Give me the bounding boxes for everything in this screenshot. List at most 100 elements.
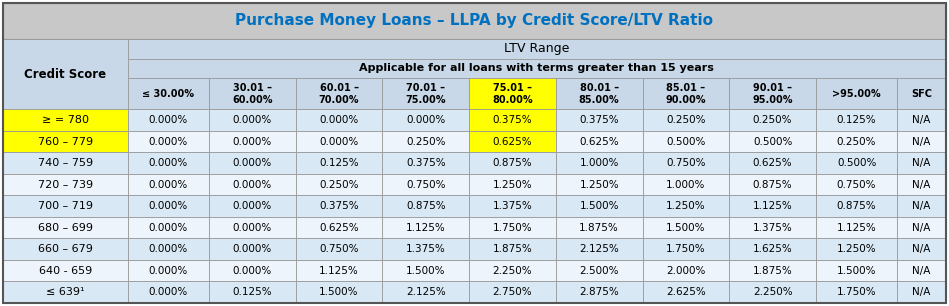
Text: 0.125%: 0.125%	[319, 158, 359, 168]
Bar	[382, 110, 469, 131]
Bar	[3, 3, 946, 39]
Bar	[3, 196, 128, 217]
Text: 1.125%: 1.125%	[753, 201, 792, 211]
Text: 0.375%: 0.375%	[579, 115, 619, 125]
Text: 660 – 679: 660 – 679	[38, 244, 93, 254]
Text: 1.500%: 1.500%	[666, 223, 706, 233]
Text: 1.500%: 1.500%	[406, 266, 445, 276]
Bar	[469, 131, 556, 152]
Bar	[128, 260, 209, 282]
Bar	[897, 282, 946, 303]
Bar	[128, 174, 209, 196]
Text: 0.750%: 0.750%	[837, 180, 876, 190]
Text: 1.125%: 1.125%	[406, 223, 446, 233]
Text: ≤ 30.00%: ≤ 30.00%	[142, 89, 195, 99]
Text: 0.000%: 0.000%	[406, 115, 445, 125]
Text: 1.875%: 1.875%	[753, 266, 792, 276]
Text: 0.000%: 0.000%	[233, 158, 272, 168]
Text: 760 – 779: 760 – 779	[38, 137, 93, 147]
Text: 640 - 659: 640 - 659	[39, 266, 92, 276]
Text: 2.250%: 2.250%	[753, 287, 792, 297]
Text: 0.000%: 0.000%	[149, 244, 188, 254]
Bar	[128, 238, 209, 260]
Text: 0.000%: 0.000%	[233, 180, 272, 190]
Text: Purchase Money Loans – LLPA by Credit Score/LTV Ratio: Purchase Money Loans – LLPA by Credit Sc…	[235, 13, 714, 28]
Text: LTV Range: LTV Range	[504, 42, 569, 55]
Text: 0.250%: 0.250%	[406, 137, 445, 147]
Bar	[128, 217, 209, 238]
Bar	[469, 174, 556, 196]
Bar	[296, 78, 382, 110]
Text: 720 – 739: 720 – 739	[38, 180, 93, 190]
Text: N/A: N/A	[912, 201, 931, 211]
Bar	[469, 78, 556, 110]
Text: ≤ 639¹: ≤ 639¹	[47, 287, 84, 297]
Bar	[642, 217, 729, 238]
Bar	[209, 260, 296, 282]
Text: 1.750%: 1.750%	[493, 223, 532, 233]
Bar	[642, 174, 729, 196]
Bar	[469, 152, 556, 174]
Bar	[729, 238, 816, 260]
Bar	[642, 238, 729, 260]
Bar	[897, 152, 946, 174]
Bar	[469, 110, 556, 131]
Text: 0.625%: 0.625%	[319, 223, 359, 233]
Bar	[642, 78, 729, 110]
Text: N/A: N/A	[912, 266, 931, 276]
Text: Credit Score: Credit Score	[25, 68, 106, 81]
Text: 0.000%: 0.000%	[149, 158, 188, 168]
Bar	[556, 131, 642, 152]
Text: 0.000%: 0.000%	[149, 180, 188, 190]
Bar	[382, 196, 469, 217]
Bar	[382, 152, 469, 174]
Text: 2.250%: 2.250%	[493, 266, 532, 276]
Text: 680 – 699: 680 – 699	[38, 223, 93, 233]
Bar	[556, 217, 642, 238]
Text: 70.01 –
75.00%: 70.01 – 75.00%	[405, 83, 446, 105]
Text: 0.875%: 0.875%	[753, 180, 792, 190]
Text: ≥ = 780: ≥ = 780	[42, 115, 89, 125]
Bar	[3, 217, 128, 238]
Bar	[382, 78, 469, 110]
Bar	[556, 110, 642, 131]
Text: 0.125%: 0.125%	[837, 115, 876, 125]
Bar	[128, 282, 209, 303]
Bar	[816, 152, 897, 174]
Text: N/A: N/A	[912, 244, 931, 254]
Bar	[816, 78, 897, 110]
Text: 1.500%: 1.500%	[319, 287, 359, 297]
Bar	[729, 196, 816, 217]
Bar	[897, 131, 946, 152]
Bar	[296, 110, 382, 131]
Bar	[816, 260, 897, 282]
Bar	[469, 217, 556, 238]
Bar	[469, 282, 556, 303]
Text: N/A: N/A	[912, 115, 931, 125]
Text: 0.750%: 0.750%	[319, 244, 359, 254]
Bar	[556, 238, 642, 260]
Bar	[729, 260, 816, 282]
Bar	[729, 131, 816, 152]
Bar	[642, 260, 729, 282]
Bar	[729, 174, 816, 196]
Bar	[816, 282, 897, 303]
Text: >95.00%: >95.00%	[832, 89, 881, 99]
Text: 2.125%: 2.125%	[406, 287, 446, 297]
Text: N/A: N/A	[912, 158, 931, 168]
Text: 700 – 719: 700 – 719	[38, 201, 93, 211]
Bar	[469, 196, 556, 217]
Text: 0.250%: 0.250%	[319, 180, 359, 190]
Text: 1.375%: 1.375%	[493, 201, 532, 211]
Bar	[3, 39, 128, 110]
Bar	[556, 78, 642, 110]
Bar	[816, 131, 897, 152]
Text: 0.000%: 0.000%	[149, 115, 188, 125]
Bar	[816, 238, 897, 260]
Text: 1.375%: 1.375%	[406, 244, 446, 254]
Bar	[209, 152, 296, 174]
Bar	[382, 238, 469, 260]
Bar	[128, 39, 946, 58]
Text: 0.000%: 0.000%	[149, 223, 188, 233]
Text: 0.000%: 0.000%	[320, 115, 359, 125]
